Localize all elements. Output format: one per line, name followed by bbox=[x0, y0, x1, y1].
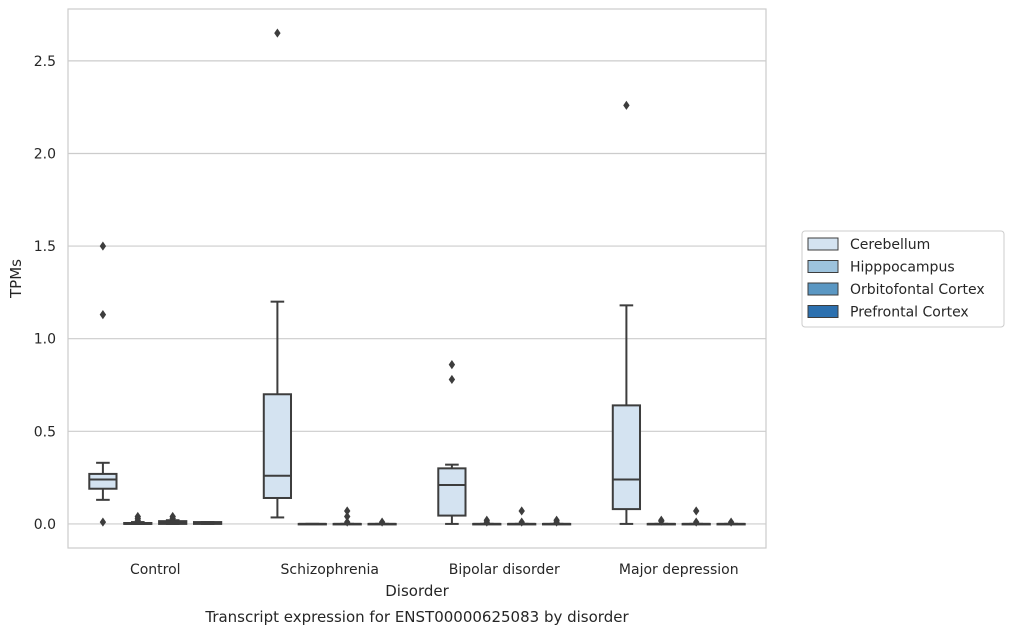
outlier-point bbox=[623, 100, 630, 110]
legend-label: Prefrontal Cortex bbox=[850, 305, 969, 321]
outlier-point bbox=[448, 374, 456, 385]
outlier-point bbox=[344, 506, 351, 516]
chart-caption: Transcript expression for ENST0000062508… bbox=[204, 608, 629, 626]
x-tick-label: Schizophrenia bbox=[281, 562, 379, 578]
box-0-3 bbox=[611, 100, 642, 525]
y-tick-label: 2.0 bbox=[34, 146, 56, 162]
plot-frame bbox=[67, 8, 767, 549]
outlier-point bbox=[448, 360, 456, 370]
legend: Cerebellum Hipppocampus Orbitofontal Corte… bbox=[801, 230, 1005, 328]
box-0-2 bbox=[437, 360, 467, 525]
outlier-point bbox=[693, 506, 700, 516]
box-1-2 bbox=[472, 515, 502, 527]
outlier-point bbox=[344, 511, 351, 522]
outlier-point bbox=[483, 517, 490, 527]
outlier-point bbox=[518, 517, 525, 527]
legend-label: Orbitofontal Cortex bbox=[850, 282, 985, 298]
box-1-1 bbox=[297, 522, 327, 526]
outlier-point bbox=[518, 506, 525, 516]
box-1-3 bbox=[646, 515, 676, 526]
box-2-1 bbox=[332, 506, 362, 527]
y-tick-label: 0.0 bbox=[34, 517, 56, 533]
box bbox=[262, 393, 293, 499]
outlier-point bbox=[727, 517, 735, 527]
y-axis-label: TPMs bbox=[7, 259, 25, 299]
outlier-point bbox=[693, 517, 700, 527]
y-tick-labels: 0.0 0.5 1.0 1.5 2.0 2.5 bbox=[34, 54, 56, 533]
legend-swatch bbox=[807, 260, 839, 273]
x-tick-label: Major depression bbox=[619, 562, 739, 578]
box-plot-marks bbox=[88, 28, 746, 527]
box bbox=[88, 472, 118, 490]
box-2-2 bbox=[507, 506, 537, 527]
legend-item: Hipppocampus bbox=[807, 260, 955, 276]
x-tick-label: Bipolar disorder bbox=[449, 562, 560, 578]
box-1-0 bbox=[123, 511, 153, 525]
legend-item: Cerebellum bbox=[807, 237, 930, 253]
legend-item: Prefrontal Cortex bbox=[807, 305, 969, 321]
box-0-0 bbox=[88, 241, 118, 527]
outlier-point bbox=[344, 517, 351, 527]
outlier-point bbox=[274, 28, 281, 38]
outlier-point bbox=[99, 310, 107, 320]
y-tick-label: 2.5 bbox=[34, 54, 56, 70]
x-tick-label: Control bbox=[130, 562, 181, 578]
legend-label: Hipppocampus bbox=[850, 260, 955, 276]
y-tick-label: 1.5 bbox=[34, 239, 56, 255]
y-tick-label: 1.0 bbox=[34, 332, 56, 348]
x-axis-label: Disorder bbox=[385, 582, 449, 600]
legend-label: Cerebellum bbox=[850, 237, 930, 253]
x-tick-labels: Control Schizophrenia Bipolar disorder Majo… bbox=[130, 562, 739, 578]
box-3-2 bbox=[541, 515, 572, 527]
legend-swatch bbox=[807, 237, 839, 251]
outlier-point bbox=[553, 517, 560, 527]
box bbox=[611, 404, 642, 511]
legend-swatch bbox=[807, 282, 839, 296]
box-3-3 bbox=[716, 517, 746, 527]
y-tick-label: 0.5 bbox=[34, 424, 56, 440]
y-gridlines bbox=[68, 60, 766, 525]
legend-swatch bbox=[807, 305, 839, 318]
box-0-1 bbox=[262, 28, 293, 519]
box-2-0 bbox=[158, 511, 188, 525]
outlier-point bbox=[99, 517, 107, 527]
outlier-point bbox=[169, 513, 176, 523]
legend-frame bbox=[801, 230, 1005, 328]
outlier-point bbox=[134, 515, 141, 525]
outlier-point bbox=[99, 241, 107, 251]
box bbox=[437, 467, 467, 517]
outlier-point bbox=[658, 516, 665, 526]
outlier-point bbox=[378, 517, 386, 527]
box-3-1 bbox=[367, 517, 397, 527]
box-2-3 bbox=[681, 506, 711, 527]
box-3-0 bbox=[192, 521, 223, 525]
legend-item: Orbitofontal Cortex bbox=[807, 282, 985, 298]
